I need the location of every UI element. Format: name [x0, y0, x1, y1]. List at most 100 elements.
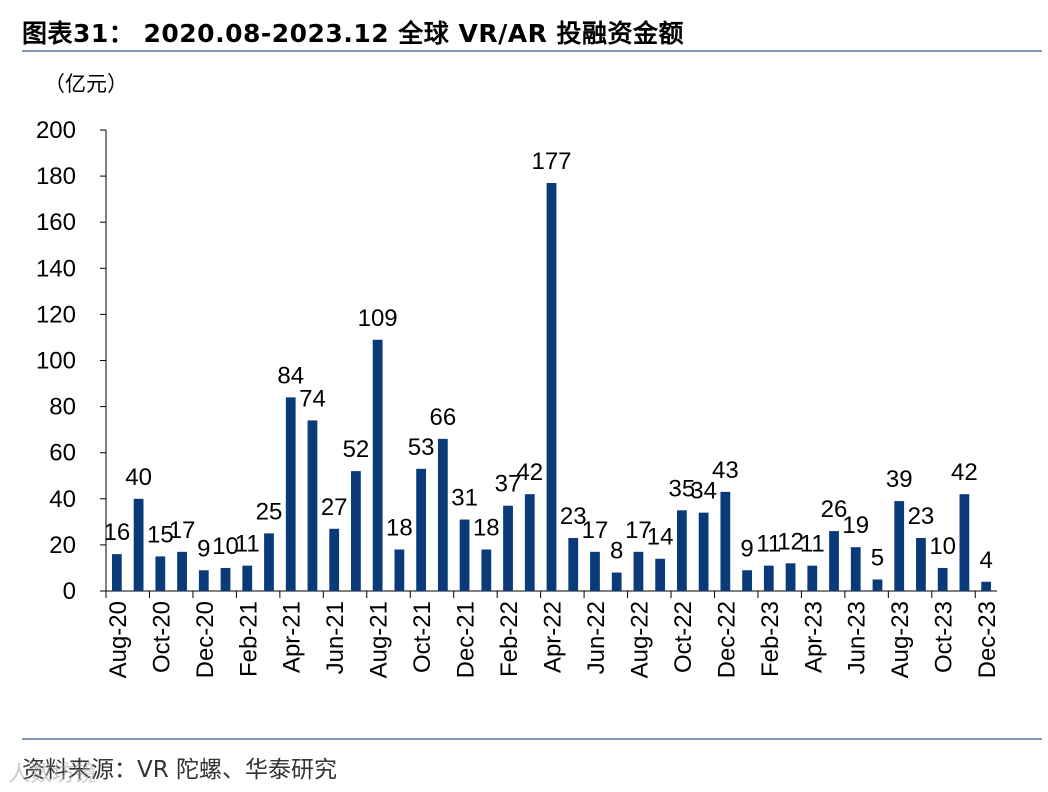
- x-tick-label: Dec-22: [713, 601, 740, 678]
- x-tick-label: Apr-21: [279, 601, 306, 673]
- x-tick-label: Oct-23: [931, 601, 958, 673]
- data-label: 42: [516, 459, 543, 486]
- data-label: 37: [495, 471, 522, 498]
- bar: [351, 471, 361, 591]
- data-label: 16: [104, 519, 131, 546]
- bar-chart: 0 20 40 60 80 100 120 140 160 180 200 Aug-20 Oct-20…: [36, 117, 1001, 678]
- bar: [763, 565, 774, 591]
- bar: [329, 528, 340, 591]
- bar: [111, 554, 122, 591]
- x-tick-label: Aug-20: [105, 601, 132, 678]
- y-tick-label: 200: [36, 117, 76, 144]
- data-label: 10: [212, 533, 239, 560]
- bar: [285, 397, 296, 591]
- y-tick-label: 140: [36, 255, 76, 282]
- footer-divider: [22, 738, 1042, 740]
- x-tick-label: Dec-23: [974, 601, 1001, 678]
- x-tick-label: Oct-21: [409, 601, 436, 673]
- bar: [677, 510, 687, 591]
- bar: [546, 183, 557, 591]
- x-tick-label: Dec-20: [192, 601, 219, 678]
- y-tick-label: 20: [49, 532, 76, 559]
- data-label: 26: [821, 496, 848, 523]
- bar: [655, 558, 666, 591]
- bar: [633, 551, 644, 591]
- bar: [611, 572, 622, 591]
- x-tick-label: Oct-20: [148, 601, 175, 673]
- x-tick-label: Oct-22: [670, 601, 697, 673]
- x-tick-label: Feb-22: [496, 601, 523, 677]
- bar: [742, 570, 752, 591]
- data-label: 11: [800, 531, 825, 558]
- bar: [372, 339, 383, 591]
- data-label: 40: [125, 464, 152, 491]
- x-tick-label: Aug-21: [366, 601, 393, 678]
- data-label: 177: [531, 148, 571, 175]
- x-tick-label: Aug-23: [887, 601, 914, 678]
- y-tick-label: 100: [36, 348, 76, 375]
- bar: [829, 531, 839, 591]
- data-label: 23: [908, 503, 935, 530]
- bar: [590, 551, 600, 591]
- x-tick-label: Aug-22: [626, 601, 653, 678]
- bar: [459, 519, 470, 591]
- bar: [698, 512, 709, 591]
- data-label: 39: [886, 466, 913, 493]
- bar: [503, 505, 513, 591]
- bar: [307, 420, 318, 591]
- data-label: 35: [669, 475, 696, 502]
- data-label: 52: [343, 436, 370, 463]
- data-label: 5: [871, 544, 884, 571]
- data-label: 66: [429, 404, 456, 431]
- bar: [481, 549, 492, 591]
- bar: [220, 567, 231, 591]
- data-label: 17: [625, 517, 652, 544]
- bar: [133, 498, 144, 591]
- data-label: 8: [610, 538, 623, 565]
- y-tick-label: 120: [36, 301, 76, 328]
- data-label: 23: [560, 503, 587, 530]
- data-label: 4: [979, 547, 992, 574]
- data-label: 18: [386, 515, 413, 542]
- data-label: 53: [408, 434, 435, 461]
- data-label: 12: [777, 528, 804, 555]
- x-axis: Aug-20 Oct-20 Dec-20 Feb-21 Apr-21 Jun-21 Aug-…: [105, 590, 1001, 678]
- bar: [264, 533, 274, 591]
- x-tick-label: Jun-21: [322, 601, 349, 674]
- bar-series: [111, 183, 992, 591]
- y-tick-label: 80: [49, 394, 76, 421]
- bar: [437, 438, 448, 591]
- data-label: 17: [169, 517, 196, 544]
- bar: [959, 494, 970, 591]
- data-label: 15: [147, 521, 174, 548]
- bar: [916, 537, 926, 591]
- bar: [155, 556, 166, 591]
- bar: [177, 551, 187, 591]
- bar: [850, 547, 861, 591]
- bar: [568, 537, 579, 591]
- y-tick-label: 40: [49, 486, 76, 513]
- data-label: 27: [321, 494, 348, 521]
- bar: [720, 491, 731, 591]
- x-tick-label: Feb-21: [235, 601, 262, 677]
- y-tick-label: 60: [49, 440, 76, 467]
- x-tick-label: Apr-23: [800, 601, 827, 673]
- bar: [872, 579, 883, 591]
- x-tick-label: Dec-21: [453, 601, 480, 678]
- data-label: 84: [277, 362, 304, 389]
- bar: [416, 468, 426, 591]
- bar: [981, 581, 992, 591]
- data-label: 10: [929, 533, 956, 560]
- bar: [198, 570, 209, 591]
- watermark: 人数坊镜: [8, 762, 97, 787]
- data-label: 19: [842, 512, 869, 539]
- data-label: 42: [951, 459, 978, 486]
- data-label: 11: [756, 531, 781, 558]
- bar: [242, 565, 253, 591]
- y-tick-label: 0: [63, 578, 76, 605]
- bar: [807, 565, 818, 591]
- data-label: 43: [712, 457, 739, 484]
- data-label: 17: [582, 517, 609, 544]
- data-label: 9: [740, 535, 753, 562]
